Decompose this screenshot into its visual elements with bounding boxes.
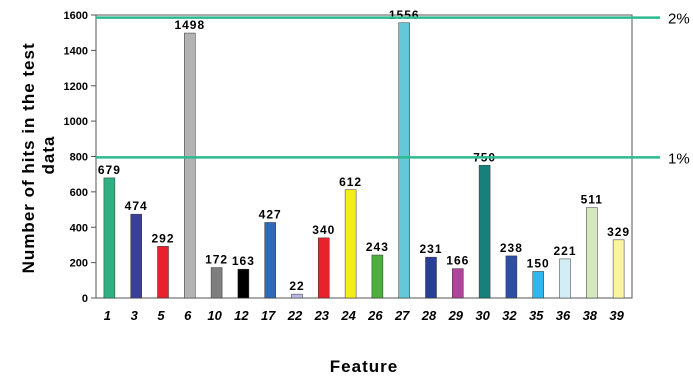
- y-tick-label: 400: [70, 222, 88, 234]
- y-tick-label: 1000: [64, 116, 88, 128]
- x-axis-ticks: 1 3 5 6 10 12 17 22 23 24 26 27 28 29 30 32 35 36 38 39: [104, 308, 625, 323]
- value-label: 231: [419, 242, 442, 256]
- bar: [344, 189, 357, 299]
- bar: [103, 177, 116, 299]
- y-axis-title-line-1: Number of hits in the test: [19, 42, 38, 273]
- bar: [425, 256, 437, 299]
- x-tick-label: 29: [448, 308, 464, 323]
- x-tick-label: 38: [583, 308, 598, 323]
- bar: [210, 267, 223, 299]
- value-label: 427: [259, 207, 282, 221]
- bar: [559, 258, 571, 299]
- y-tick-label: 1400: [64, 45, 88, 57]
- bar: [371, 254, 384, 299]
- bar: [184, 32, 196, 299]
- y-tick-label: 600: [70, 187, 88, 199]
- x-tick-label: 27: [394, 308, 410, 323]
- x-tick-label: 6: [184, 308, 192, 323]
- value-label: 612: [339, 175, 362, 189]
- value-label: 238: [500, 241, 523, 255]
- reference-line-label: 1%: [668, 150, 690, 167]
- value-label: 1556: [389, 8, 420, 22]
- bar: [130, 213, 142, 299]
- x-tick-label: 5: [157, 308, 165, 323]
- value-label: 474: [125, 199, 148, 213]
- value-label: 150: [527, 256, 550, 270]
- y-tick-label: 1600: [64, 10, 88, 22]
- bar: [157, 246, 169, 299]
- bar: [237, 268, 250, 299]
- x-tick-label: 17: [261, 308, 276, 323]
- value-label: 679: [98, 163, 121, 177]
- value-label: 166: [446, 254, 469, 268]
- bars: [103, 22, 625, 299]
- bar: [612, 239, 625, 299]
- value-label: 221: [553, 244, 576, 258]
- x-tick-label: 35: [529, 308, 544, 323]
- x-tick-label: 10: [207, 308, 222, 323]
- y-tick-label: 200: [70, 258, 88, 270]
- value-label: 163: [232, 254, 255, 268]
- bar: [264, 222, 276, 299]
- y-axis-ticks: 0 200 400 600 800 1000 1200 1400 1600: [64, 10, 96, 305]
- x-tick-label: 3: [131, 308, 139, 323]
- value-label: 1498: [174, 18, 205, 32]
- x-tick-label: 30: [475, 308, 490, 323]
- x-tick-label: 36: [556, 308, 571, 323]
- x-tick-label: 26: [367, 308, 383, 323]
- x-axis-title: Feature: [330, 357, 398, 376]
- reference-line-label: 2%: [668, 11, 690, 28]
- bar: [505, 255, 518, 299]
- bar: [452, 268, 464, 299]
- x-tick-label: 24: [340, 308, 356, 323]
- value-label: 329: [607, 225, 630, 239]
- reference-lines: 2% 1%: [96, 11, 690, 167]
- value-label: 243: [366, 240, 389, 254]
- x-tick-label: 32: [502, 308, 517, 323]
- y-tick-label: 0: [82, 293, 88, 305]
- y-axis-title-line-2: data: [39, 136, 58, 175]
- bar: [291, 293, 303, 299]
- y-axis-title: Number of hits in the test data: [19, 37, 58, 274]
- y-tick-label: 1200: [64, 81, 88, 93]
- bar: [532, 271, 544, 299]
- bar: [586, 207, 598, 299]
- bar: [398, 22, 410, 299]
- y-tick-label: 800: [70, 152, 88, 164]
- x-tick-label: 23: [314, 308, 330, 323]
- bar: [318, 237, 330, 299]
- x-tick-label: 1: [104, 308, 111, 323]
- x-tick-label: 12: [234, 308, 249, 323]
- x-tick-label: 28: [421, 308, 437, 323]
- x-tick-label: 39: [609, 308, 624, 323]
- value-label: 22: [289, 279, 304, 293]
- value-label: 172: [205, 253, 228, 267]
- bar: [478, 165, 491, 299]
- x-tick-label: 22: [287, 308, 303, 323]
- value-label: 292: [151, 231, 174, 245]
- value-label: 511: [581, 193, 603, 207]
- value-labels: 679 474 292 1498 172 163 427 22 340 612 243 1556 231…: [98, 8, 630, 293]
- value-label: 340: [312, 223, 335, 237]
